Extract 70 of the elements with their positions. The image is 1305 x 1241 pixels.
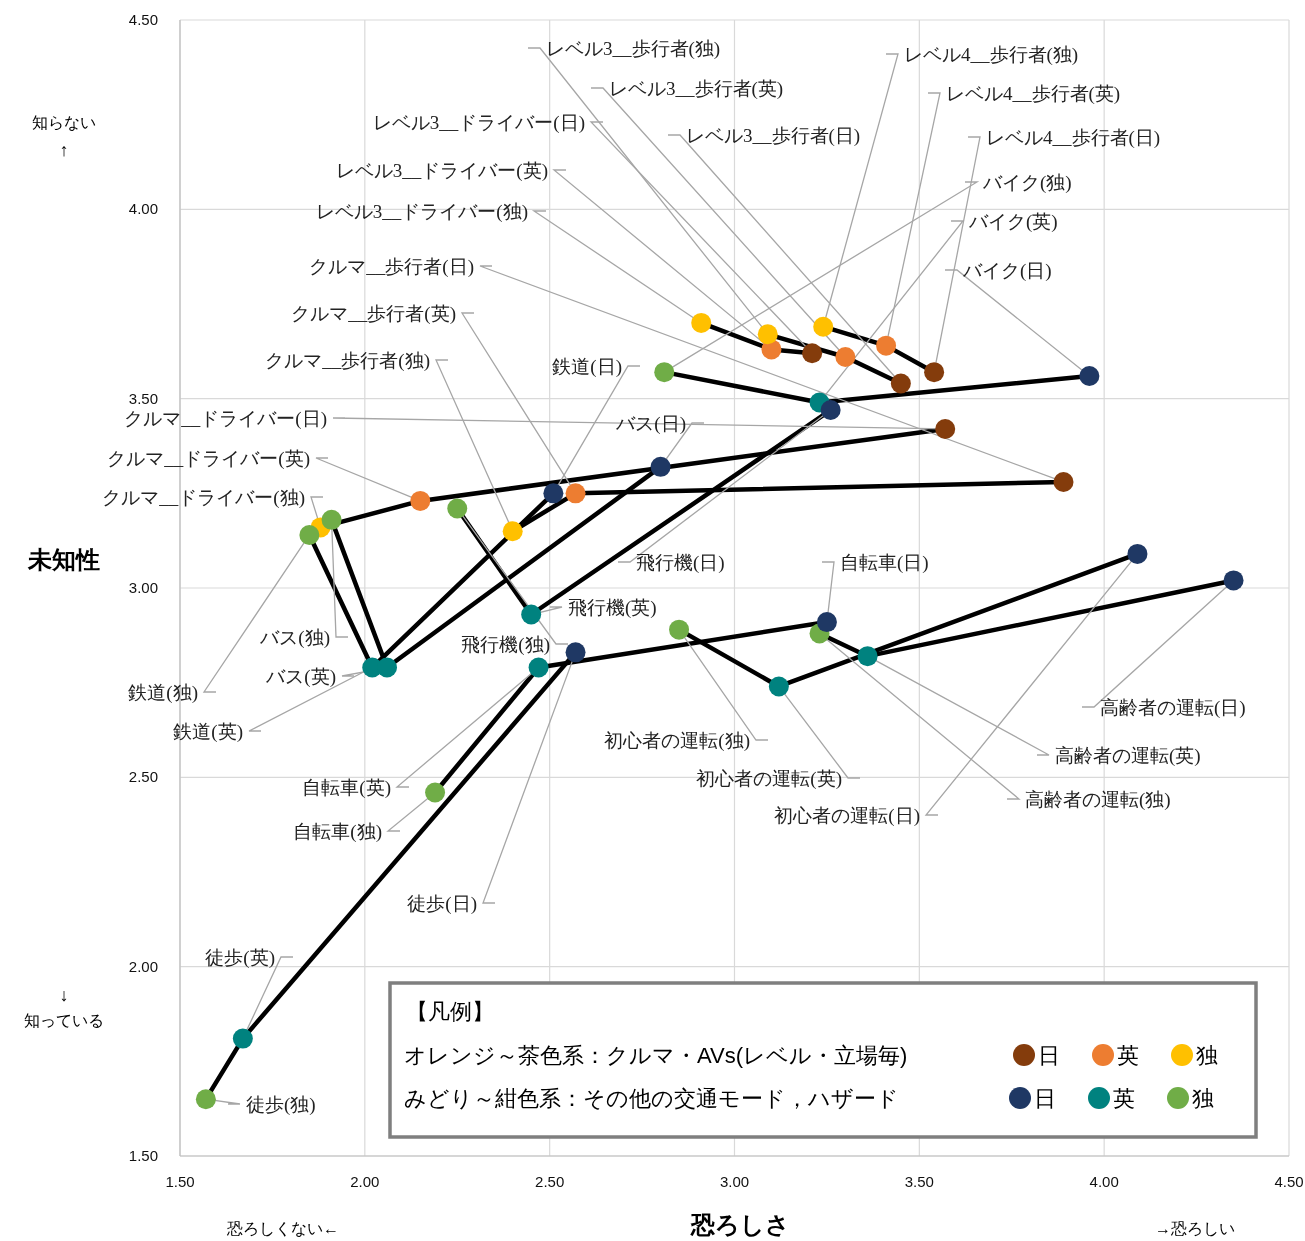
x-tick-label: 2.50: [535, 1173, 565, 1190]
x-tick-label: 3.00: [719, 1173, 750, 1190]
data-label: バイク(英): [968, 211, 1058, 233]
y-axis-title: 未知性: [27, 546, 100, 573]
x-tick-label: 1.50: [165, 1173, 195, 1190]
y-tick-label: 2.00: [128, 957, 158, 975]
data-label: 鉄道(英): [173, 721, 243, 743]
y-tick-label: 4.50: [128, 11, 158, 28]
x-tick-label: 4.50: [1274, 1173, 1304, 1190]
data-label: 高齢者の運転(日): [1100, 697, 1246, 719]
data-label: クルマ__歩行者(独): [265, 350, 430, 372]
y-tick-label: 2.50: [128, 768, 158, 786]
y-tick-label: 4.00: [128, 200, 158, 218]
x-tick-label: 2.00: [350, 1173, 380, 1190]
data-label: クルマ__ドライバー(日): [124, 408, 327, 430]
data-label: レベル3__ドライバー(日): [372, 112, 585, 134]
annotation: みどり～紺色系：その他の交通モード，ハザード: [404, 1086, 899, 1111]
data-label: クルマ__ドライバー(独): [102, 487, 305, 509]
x-tick-label: 3.50: [904, 1173, 934, 1190]
text: →恐ろしい: [1155, 1220, 1235, 1237]
x-axis-title: 恐ろしさ: [689, 1211, 790, 1238]
y-tick-label: 1.50: [128, 1147, 158, 1164]
data-label: 高齢者の運転(英): [1055, 745, 1201, 767]
data-label: 飛行機(独): [461, 634, 550, 656]
data-label: レベル3__ドライバー(英): [335, 160, 548, 182]
y-tick-label: 3.00: [128, 579, 158, 596]
y-tick-label: 3.50: [128, 389, 158, 407]
data-label: レベル3__歩行者(独): [546, 38, 721, 60]
data-label: 初心者の運転(日): [774, 805, 920, 827]
data-label: 初心者の運転(独): [604, 730, 750, 752]
data-label: 徒歩(日): [407, 893, 477, 915]
data-label: 鉄道(独): [128, 682, 198, 704]
data-label: 自転車(日): [840, 552, 929, 574]
data-label: バス(英): [265, 666, 336, 688]
data-label: クルマ__ドライバー(英): [107, 448, 310, 470]
annotation: 英: [1117, 1043, 1139, 1068]
annotation: 独: [1196, 1043, 1218, 1068]
text: ↓: [59, 985, 69, 1005]
data-label: バス(日): [615, 413, 686, 435]
text: 恐ろしくない←: [226, 1220, 339, 1237]
data-label: 自転車(独): [293, 821, 382, 843]
data-label: 自転車(英): [302, 777, 391, 799]
data-label: レベル4__歩行者(独): [904, 44, 1079, 66]
data-label: バイク(独): [982, 172, 1072, 194]
data-label: レベル3__歩行者(英): [609, 78, 784, 100]
data-label: 飛行機(日): [636, 552, 725, 574]
text: ↑: [59, 140, 69, 160]
data-label: レベル3__ドライバー(独): [315, 201, 528, 223]
data-label: 徒歩(英): [205, 947, 275, 969]
text: 知らない: [32, 114, 96, 131]
data-label: レベル4__歩行者(日): [986, 127, 1161, 149]
data-label: クルマ__歩行者(日): [309, 256, 474, 278]
annotation: オレンジ～茶色系：クルマ・AVs(レベル・立場毎): [404, 1043, 908, 1068]
data-label: レベル3__歩行者(日): [686, 125, 861, 147]
annotation: 日: [1038, 1043, 1060, 1068]
data-label: 鉄道(日): [552, 356, 622, 378]
data-label: レベル4__歩行者(英): [946, 83, 1121, 105]
annotation: 英: [1113, 1086, 1135, 1111]
data-label: 高齢者の運転(独): [1025, 789, 1171, 811]
data-label: 飛行機(英): [568, 597, 657, 619]
text: 知っている: [24, 1012, 104, 1029]
x-tick-label: 4.00: [1089, 1173, 1119, 1190]
data-label: クルマ__歩行者(英): [291, 303, 456, 325]
data-label: 徒歩(独): [246, 1094, 316, 1116]
annotation: 日: [1034, 1086, 1056, 1111]
annotation: 【凡例】: [406, 999, 494, 1024]
data-label: 初心者の運転(英): [696, 768, 842, 790]
data-label: バス(独): [259, 627, 330, 649]
annotation: 独: [1192, 1086, 1214, 1111]
data-label: バイク(日): [962, 260, 1052, 282]
